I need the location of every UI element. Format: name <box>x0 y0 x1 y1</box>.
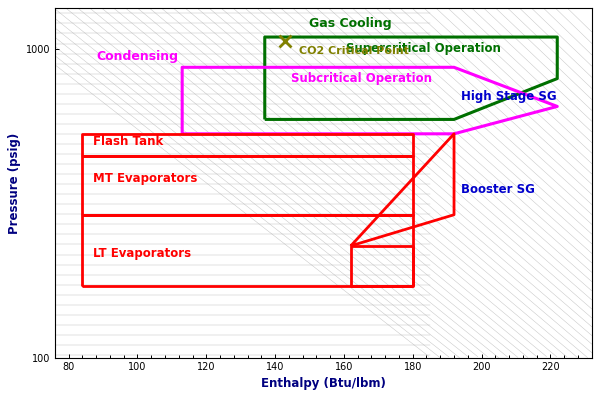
Text: LT Evaporators: LT Evaporators <box>93 246 191 259</box>
Y-axis label: Pressure (psig): Pressure (psig) <box>8 133 22 234</box>
Text: Flash Tank: Flash Tank <box>93 135 163 148</box>
X-axis label: Enthalpy (Btu/lbm): Enthalpy (Btu/lbm) <box>261 377 386 390</box>
Text: MT Evaporators: MT Evaporators <box>93 172 197 185</box>
Text: Gas Cooling: Gas Cooling <box>310 17 392 30</box>
Text: CO2 Critical Point: CO2 Critical Point <box>299 46 409 56</box>
Text: Supercritical Operation: Supercritical Operation <box>346 42 500 55</box>
Text: High Stage SG: High Stage SG <box>461 90 557 103</box>
Text: Subcritical Operation: Subcritical Operation <box>290 72 431 85</box>
Text: Booster SG: Booster SG <box>461 183 535 196</box>
Text: Condensing: Condensing <box>97 51 179 63</box>
